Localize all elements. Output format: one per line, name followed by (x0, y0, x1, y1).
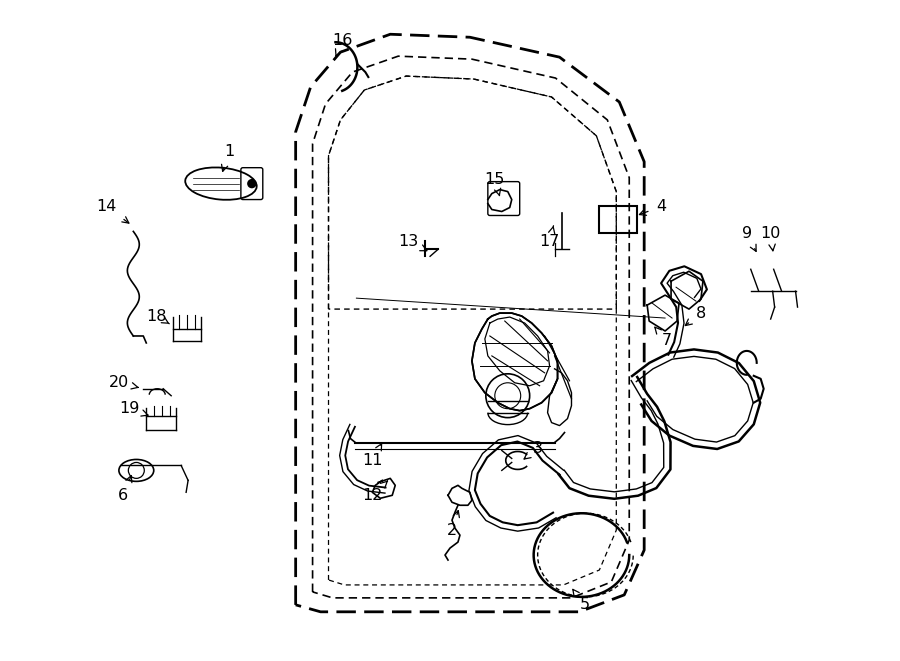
Text: 13: 13 (398, 234, 427, 251)
Text: 9: 9 (742, 226, 756, 251)
Text: 11: 11 (362, 444, 382, 468)
Polygon shape (472, 313, 557, 410)
Text: 15: 15 (484, 172, 505, 196)
Text: 8: 8 (686, 305, 706, 325)
Text: 20: 20 (109, 375, 138, 390)
Circle shape (248, 180, 256, 188)
Text: 14: 14 (96, 199, 129, 223)
Text: 19: 19 (119, 401, 148, 416)
Text: 10: 10 (760, 226, 781, 251)
Text: 12: 12 (362, 481, 388, 503)
Text: 17: 17 (539, 225, 560, 249)
Text: 3: 3 (524, 441, 543, 459)
Text: 18: 18 (146, 309, 169, 324)
Text: 16: 16 (332, 33, 353, 56)
Text: 2: 2 (447, 510, 459, 537)
Text: 1: 1 (221, 144, 234, 171)
Text: 4: 4 (639, 199, 666, 215)
Text: 5: 5 (572, 590, 590, 612)
Text: 6: 6 (118, 475, 132, 503)
Text: 7: 7 (655, 327, 672, 348)
